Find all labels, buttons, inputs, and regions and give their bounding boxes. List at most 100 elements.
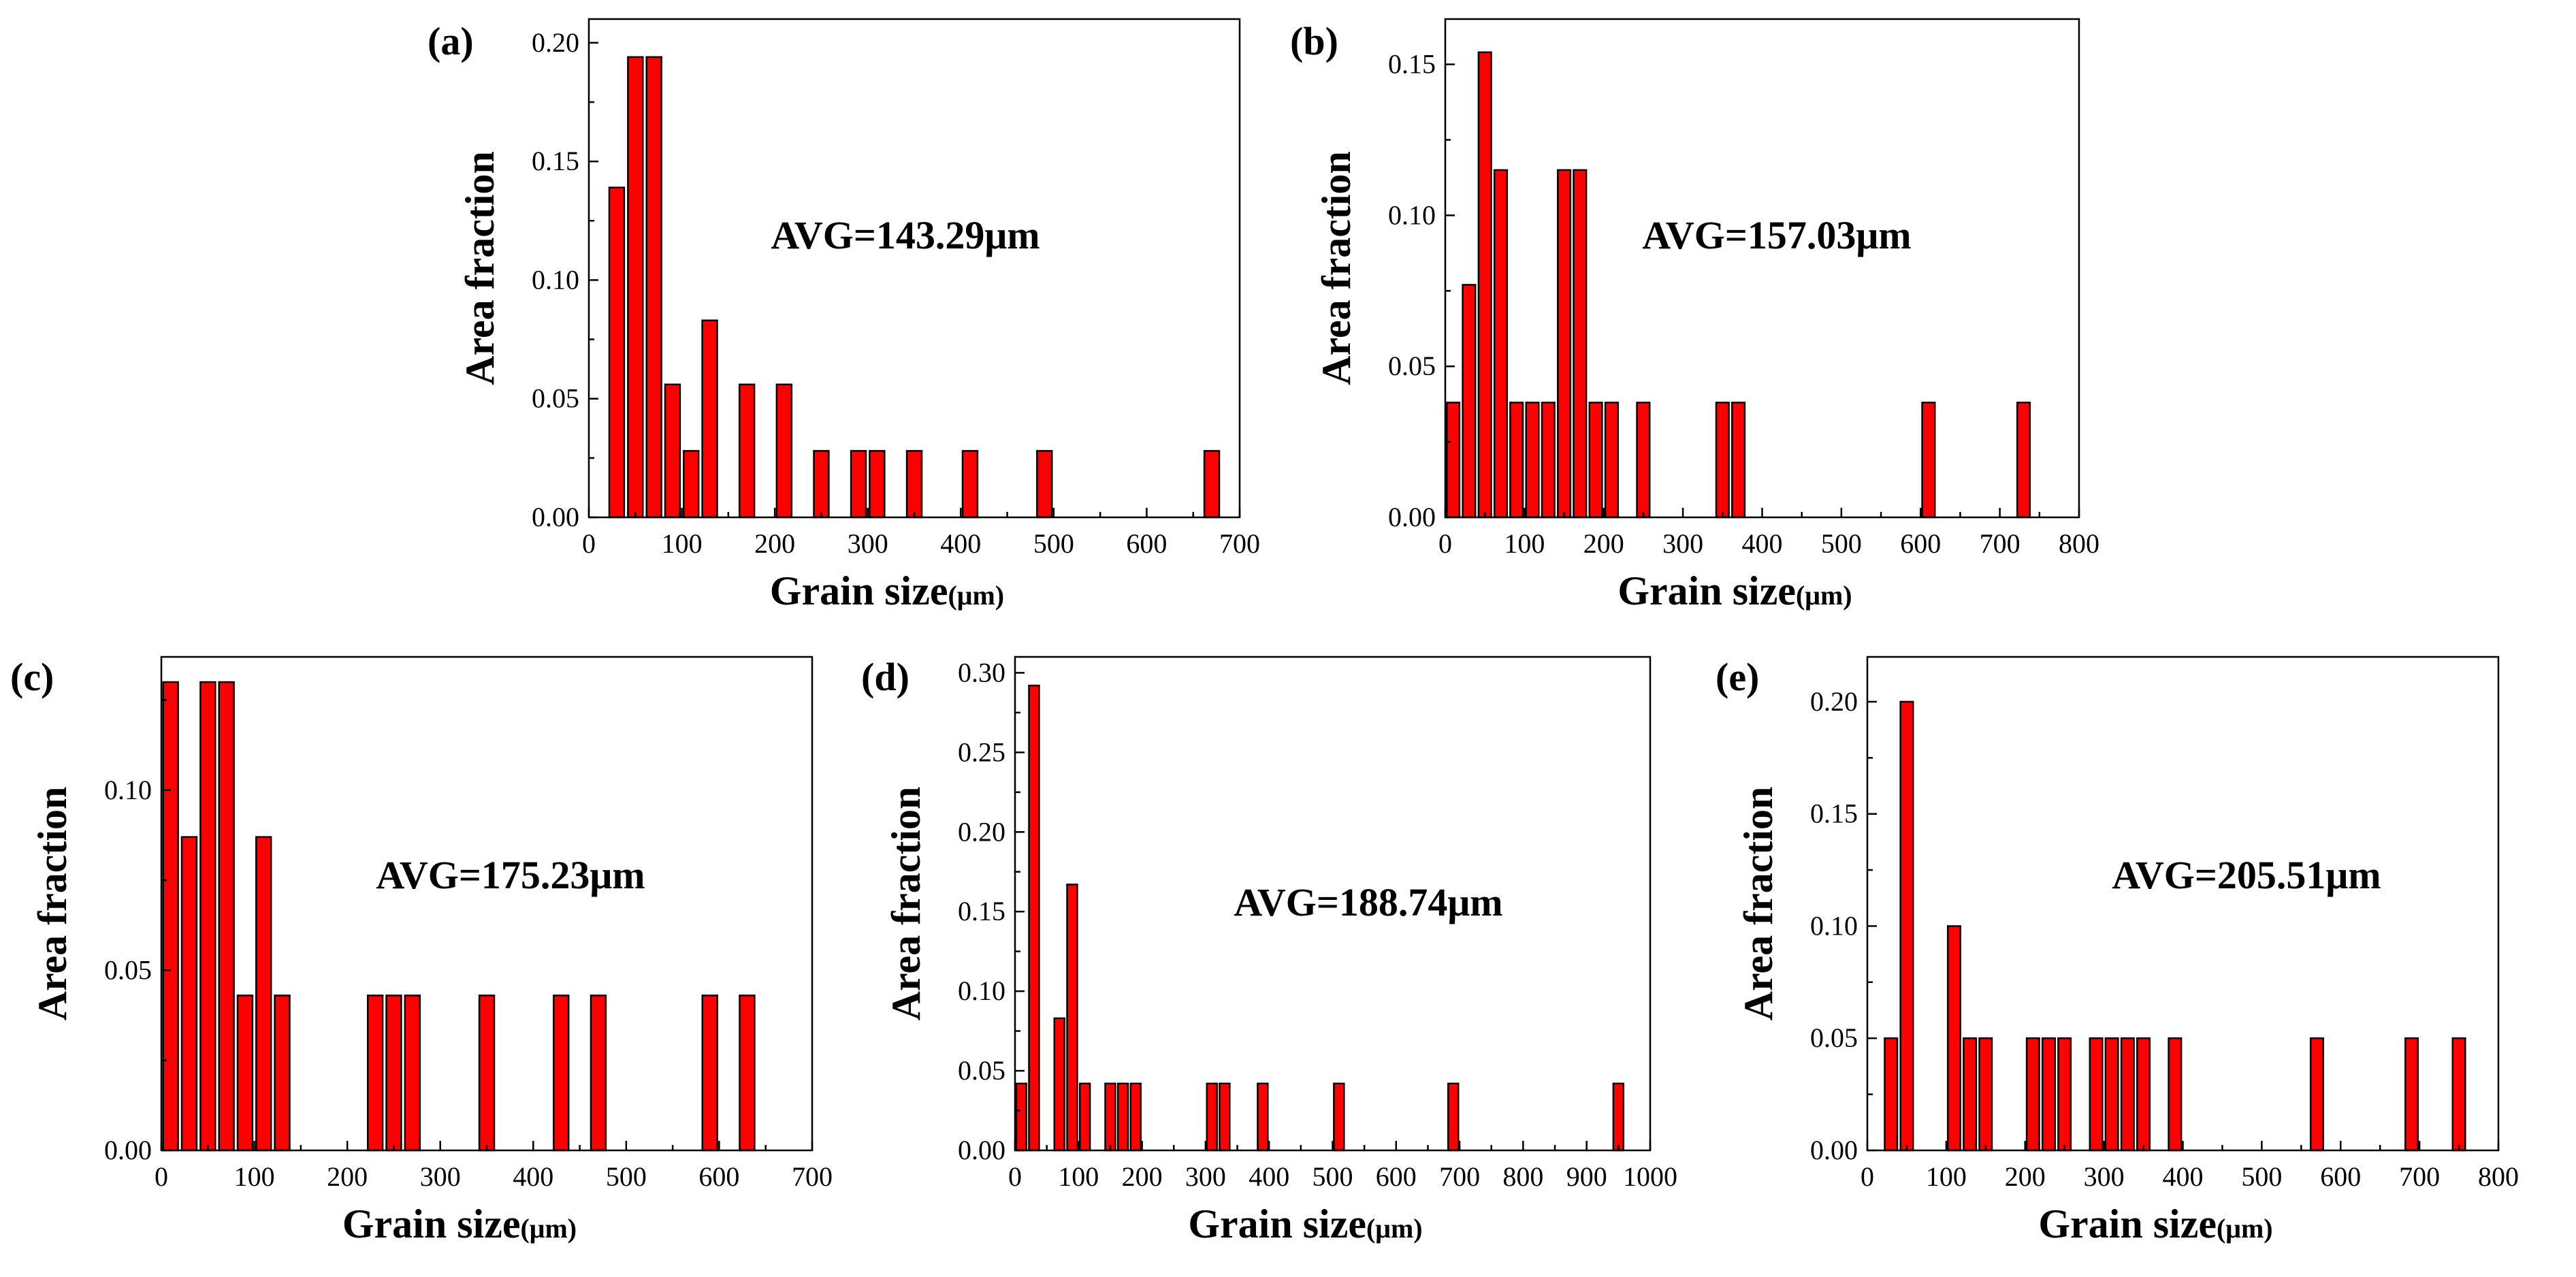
chart-panel-a: 0 100 200 300 400 500 600 700 0.00 0.05 0.10 0.15 0.… — [428, 18, 1260, 613]
x-axis-unit-d: (μm) — [1366, 1213, 1423, 1244]
bar-d-12 — [1447, 1082, 1460, 1152]
bar-c-12 — [590, 995, 607, 1152]
bar-b-15 — [2016, 402, 2031, 519]
x-tick-label-d-6: 600 — [1376, 1161, 1417, 1192]
panel-label-b: (b) — [1290, 19, 1338, 63]
bar-c-13 — [701, 995, 718, 1152]
x-tick-label-e-6: 600 — [2320, 1161, 2361, 1192]
x-axis-title-a: Grain size(μm) — [770, 568, 1004, 613]
x-tick-label-d-8: 800 — [1502, 1161, 1543, 1192]
bar-c-6 — [274, 995, 291, 1152]
bar-b-6 — [1541, 402, 1556, 519]
bar-d-0 — [1015, 1082, 1028, 1152]
x-tick-label-c-6: 600 — [698, 1161, 739, 1192]
x-tick-label-e-5: 500 — [2241, 1161, 2282, 1192]
bar-b-12 — [1715, 402, 1730, 519]
bar-d-3 — [1066, 884, 1078, 1152]
bar-a-8 — [813, 450, 830, 519]
x-axis-unit-b: (μm) — [1796, 580, 1852, 611]
x-axis-unit-c: (μm) — [520, 1213, 577, 1244]
bar-a-1 — [627, 56, 644, 519]
x-axis-title-b: Grain size(μm) — [1617, 568, 1852, 613]
y-tick-label-a-2: 0.10 — [532, 264, 579, 295]
avg-annotation-e: AVG=205.51μm — [2112, 853, 2381, 897]
x-tick-label-e-8: 800 — [2478, 1161, 2519, 1192]
bar-b-9 — [1588, 402, 1603, 519]
y-tick-label-e-2: 0.10 — [1810, 910, 1858, 941]
y-tick-label-e-4: 0.20 — [1810, 686, 1858, 717]
bar-d-9 — [1219, 1082, 1231, 1152]
x-axis-title-d: Grain size(μm) — [1188, 1201, 1422, 1246]
x-tick-label-d-0: 0 — [1008, 1161, 1022, 1192]
y-tick-label-d-0: 0.00 — [958, 1135, 1005, 1165]
x-axis-label-b: Grain size — [1617, 568, 1796, 613]
bar-e-9 — [2104, 1037, 2119, 1152]
chart-panel-b: 0 100 200 300 400 500 600 700 800 0.00 0.05 0.10 0.1… — [1290, 18, 2099, 613]
x-tick-label-c-1: 100 — [234, 1161, 275, 1192]
x-tick-label-b-2: 200 — [1583, 528, 1624, 559]
y-tick-label-d-1: 0.05 — [958, 1055, 1005, 1086]
bar-c-9 — [404, 995, 421, 1152]
bar-a-7 — [775, 383, 793, 519]
bar-b-2 — [1477, 51, 1492, 519]
bar-d-1 — [1028, 684, 1040, 1152]
x-tick-label-a-0: 0 — [582, 528, 596, 559]
bar-b-3 — [1493, 169, 1509, 519]
y-tick-label-a-0: 0.00 — [532, 502, 579, 532]
x-tick-label-d-1: 100 — [1058, 1161, 1099, 1192]
panel-label-a: (a) — [428, 19, 474, 63]
x-tick-label-d-7: 700 — [1439, 1161, 1480, 1192]
x-tick-label-c-7: 700 — [792, 1161, 833, 1192]
bar-a-12 — [961, 450, 979, 519]
bar-d-4 — [1078, 1082, 1091, 1152]
bar-b-1 — [1462, 284, 1477, 519]
y-axis-title-e: Area fraction — [1736, 787, 1781, 1021]
x-tick-label-c-3: 300 — [420, 1161, 461, 1192]
x-tick-label-d-3: 300 — [1185, 1161, 1226, 1192]
x-tick-label-c-0: 0 — [155, 1161, 168, 1192]
x-axis-label-d: Grain size — [1188, 1201, 1366, 1246]
bar-b-0 — [1446, 402, 1461, 519]
x-tick-label-c-4: 400 — [513, 1161, 553, 1192]
x-tick-label-c-5: 500 — [606, 1161, 647, 1192]
x-tick-label-b-8: 800 — [2059, 528, 2099, 559]
bar-a-5 — [701, 319, 718, 519]
y-axis-title-d: Area fraction — [884, 787, 929, 1021]
bar-e-2 — [1946, 925, 1961, 1152]
chart-panel-d: 0 100 200 300 400 500 600 700 800 900 1000 0.00 0.05… — [861, 655, 1677, 1246]
bar-e-5 — [2025, 1037, 2040, 1152]
y-tick-label-d-6: 0.30 — [958, 657, 1005, 688]
y-tick-label-b-1: 0.05 — [1388, 351, 1436, 381]
bar-d-13 — [1612, 1082, 1625, 1152]
bar-a-3 — [664, 383, 681, 519]
bar-c-1 — [180, 836, 198, 1152]
avg-annotation-d: AVG=188.74μm — [1234, 880, 1502, 924]
x-tick-label-d-10: 1000 — [1623, 1161, 1677, 1192]
y-tick-label-c-1: 0.05 — [104, 954, 152, 985]
y-tick-label-b-2: 0.10 — [1388, 199, 1436, 230]
avg-annotation-c: AVG=175.23μm — [376, 853, 645, 897]
x-axis-unit-a: (μm) — [948, 580, 1004, 611]
x-axis-title-c: Grain size(μm) — [342, 1201, 577, 1246]
avg-annotation-a: AVG=143.29μm — [771, 213, 1040, 257]
y-tick-label-e-1: 0.05 — [1810, 1022, 1858, 1053]
bar-d-10 — [1257, 1082, 1269, 1152]
bar-e-6 — [2041, 1037, 2056, 1152]
x-axis-unit-e: (μm) — [2217, 1213, 2273, 1244]
bar-e-1 — [1899, 700, 1914, 1152]
x-tick-label-e-3: 300 — [2084, 1161, 2125, 1192]
x-tick-label-b-5: 500 — [1821, 528, 1862, 559]
bar-c-8 — [385, 995, 402, 1152]
y-tick-label-c-2: 0.10 — [104, 775, 152, 805]
chart-panel-e: 0 100 200 300 400 500 600 700 800 0.00 0.05 0.10 0.1… — [1716, 655, 2519, 1246]
x-tick-label-b-7: 700 — [1980, 528, 2020, 559]
x-tick-label-a-3: 300 — [848, 528, 888, 559]
bar-e-15 — [2451, 1037, 2466, 1152]
bar-e-4 — [1978, 1037, 1993, 1152]
bar-d-8 — [1206, 1082, 1218, 1152]
y-tick-label-d-2: 0.10 — [958, 975, 1005, 1006]
x-tick-label-b-1: 100 — [1504, 528, 1545, 559]
bar-b-10 — [1604, 402, 1619, 519]
y-tick-label-b-3: 0.15 — [1388, 49, 1436, 80]
